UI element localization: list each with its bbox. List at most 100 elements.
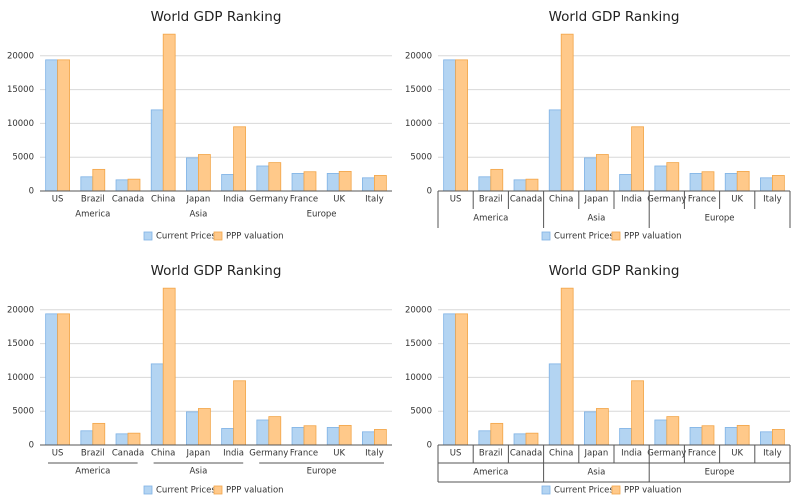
y-tick-label: 15000 <box>7 85 34 95</box>
bar <box>772 429 785 446</box>
bar <box>115 179 129 192</box>
bar <box>373 175 387 192</box>
chart-title: World GDP Ranking <box>549 263 680 279</box>
bar <box>45 59 59 192</box>
legend-swatch <box>541 485 551 495</box>
bar <box>291 427 305 446</box>
x-tick-label: China <box>549 195 573 205</box>
x-tick-label: France <box>688 195 716 205</box>
y-tick-label: 15000 <box>7 339 34 349</box>
x-tick-label: Italy <box>365 195 383 205</box>
bar <box>584 411 597 446</box>
bar <box>303 171 317 192</box>
bar <box>256 165 270 192</box>
bar <box>80 430 94 446</box>
bar <box>596 408 609 446</box>
y-tick-label: 10000 <box>405 119 432 129</box>
legend-label: Current Prices <box>156 232 216 242</box>
x-tick-label: Canada <box>510 195 542 205</box>
x-tick-label: France <box>290 449 318 459</box>
y-tick-label: 20000 <box>7 305 34 315</box>
bar <box>654 419 668 446</box>
bar <box>736 424 750 446</box>
x-tick-label: Italy <box>763 449 781 459</box>
x-tick-label: UK <box>333 449 345 459</box>
group-label: Europe <box>307 467 337 477</box>
y-tick-label: 5000 <box>12 153 34 163</box>
legend-swatch <box>213 231 223 241</box>
x-tick-label: Canada <box>112 449 144 459</box>
bar <box>362 431 375 446</box>
bar <box>221 174 235 192</box>
bar <box>373 429 387 446</box>
y-tick-label: 20000 <box>405 51 432 61</box>
bar <box>596 154 609 192</box>
y-tick-label: 0 <box>29 441 34 451</box>
y-tick-label: 5000 <box>410 407 432 417</box>
x-tick-label: China <box>549 449 573 459</box>
y-tick-label: 15000 <box>405 85 432 95</box>
bar <box>162 287 176 446</box>
bar <box>666 416 680 446</box>
bar <box>80 176 94 192</box>
x-tick-label: Japan <box>186 195 211 205</box>
bar <box>584 157 597 192</box>
bar <box>197 154 211 192</box>
bar <box>127 432 141 446</box>
bar <box>268 162 282 192</box>
bar <box>186 157 199 192</box>
x-tick-label: Germany <box>249 449 288 459</box>
x-tick-label: Japan <box>584 449 609 459</box>
bar <box>619 428 633 446</box>
bar <box>654 165 668 192</box>
bar <box>490 168 504 192</box>
legend-label: PPP valuation <box>624 232 682 242</box>
x-tick-label: Italy <box>763 195 781 205</box>
x-tick-label: UK <box>731 195 743 205</box>
x-tick-label: UK <box>731 449 743 459</box>
bar <box>338 424 352 446</box>
bar <box>233 126 246 192</box>
bar <box>221 428 235 446</box>
bar <box>115 433 129 446</box>
bar <box>490 422 504 446</box>
y-tick-label: 10000 <box>7 373 34 383</box>
bar <box>127 178 141 192</box>
x-tick-label: Germany <box>249 195 288 205</box>
bar <box>689 427 703 446</box>
x-tick-label: Germany <box>647 449 686 459</box>
bar <box>326 173 340 192</box>
group-label: Asia <box>189 210 207 220</box>
x-tick-label: Brazil <box>479 449 503 459</box>
bar <box>150 109 164 192</box>
group-label: Europe <box>705 214 735 224</box>
legend-swatch <box>143 231 153 241</box>
bar <box>186 411 199 446</box>
y-tick-label: 0 <box>427 187 432 197</box>
bar <box>724 427 738 446</box>
bar <box>268 416 282 446</box>
bar <box>197 408 211 446</box>
legend-label: PPP valuation <box>226 232 284 242</box>
bar <box>455 59 468 192</box>
x-tick-label: China <box>151 449 175 459</box>
x-tick-label: France <box>290 195 318 205</box>
y-tick-label: 15000 <box>405 339 432 349</box>
x-tick-label: US <box>52 449 64 459</box>
bar <box>443 59 456 192</box>
bar <box>478 430 492 446</box>
group-label: Asia <box>587 468 605 478</box>
bar <box>45 313 59 446</box>
bar <box>92 168 106 192</box>
x-tick-label: India <box>621 195 642 205</box>
legend-label: Current Prices <box>554 486 614 496</box>
y-tick-label: 0 <box>29 187 34 197</box>
bar <box>631 380 644 446</box>
y-tick-label: 0 <box>427 441 432 451</box>
x-tick-label: Canada <box>510 449 542 459</box>
bar <box>326 427 340 446</box>
x-tick-label: Brazil <box>81 449 105 459</box>
bar <box>666 162 680 192</box>
bar <box>689 173 703 192</box>
